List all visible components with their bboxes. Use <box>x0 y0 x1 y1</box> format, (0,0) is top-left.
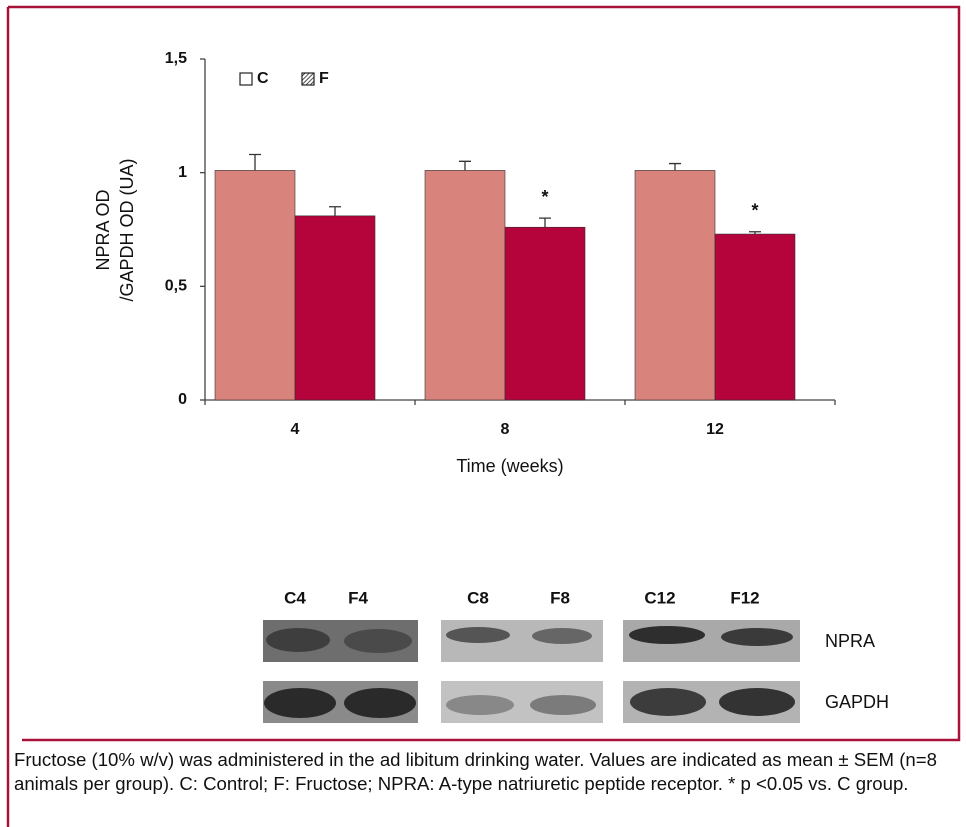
significance-marker: * <box>751 201 758 221</box>
chart: NPRA OD /GAPDH OD (UA) Time (weeks) 0 0,5… <box>93 50 835 476</box>
blot-panels <box>263 620 800 723</box>
lane-label: C4 <box>284 588 306 607</box>
bar <box>425 170 505 400</box>
y-axis-label: /GAPDH OD (UA) <box>117 158 137 301</box>
bar <box>215 170 295 400</box>
x-tick-label: 12 <box>706 421 724 438</box>
error-bar <box>669 164 681 171</box>
bar <box>635 170 715 400</box>
lane-label: F4 <box>348 588 368 607</box>
error-bar <box>539 218 551 227</box>
legend-swatch <box>240 73 252 85</box>
page: {"chart_data": {"type": "bar", "ylabel":… <box>0 0 966 827</box>
legend-label: C <box>257 70 269 87</box>
x-tick-label: 8 <box>501 421 510 438</box>
row-label: NPRA <box>825 631 875 651</box>
legend-swatch <box>302 73 314 85</box>
error-bar <box>329 207 341 216</box>
x-tick-label: 4 <box>291 421 300 438</box>
error-bar <box>459 161 471 170</box>
row-label: GAPDH <box>825 692 889 712</box>
lane-label: C12 <box>644 588 675 607</box>
bar <box>505 227 585 400</box>
western-blot: C4 F4 C8 F8 C12 F12 NPRA GAPDH <box>263 588 889 723</box>
lane-label: F12 <box>730 588 759 607</box>
y-tick-label: 1 <box>178 164 187 181</box>
y-tick-label: 0,5 <box>165 278 187 295</box>
error-bar <box>749 232 761 234</box>
significance-marker: * <box>541 187 548 207</box>
y-axis-label: NPRA OD <box>93 189 113 270</box>
bar <box>715 234 795 400</box>
x-axis-label: Time (weeks) <box>456 456 563 476</box>
caption: Fructose (10% w/v) was administered in t… <box>14 748 949 796</box>
lane-label: C8 <box>467 588 489 607</box>
figure: NPRA OD /GAPDH OD (UA) Time (weeks) 0 0,5… <box>0 0 966 827</box>
bar <box>295 216 375 400</box>
error-bar <box>249 154 261 170</box>
legend-label: F <box>319 70 329 87</box>
lane-label: F8 <box>550 588 570 607</box>
y-tick-label: 0 <box>178 391 187 408</box>
y-tick-label: 1,5 <box>165 50 187 67</box>
